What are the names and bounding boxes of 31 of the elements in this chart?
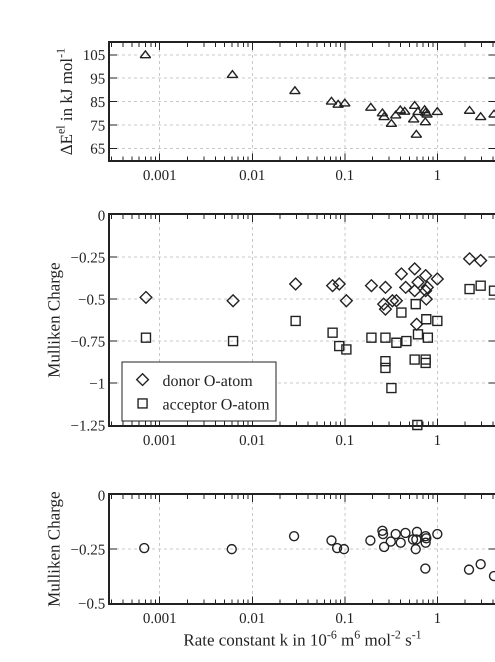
- y-tick-label: 95: [90, 71, 106, 88]
- y-tick-label: −1: [89, 376, 106, 392]
- y-axis-title: Mulliken Charge: [44, 491, 64, 607]
- legend-label: donor O-atom: [162, 372, 254, 390]
- y-tick-label: −1.25: [70, 418, 106, 434]
- x-tick-label: 1: [434, 432, 442, 449]
- x-tick-label: 0.01: [239, 610, 266, 627]
- y-tick-label: −0.75: [70, 334, 106, 350]
- y-axis-title: Mulliken Charge: [44, 262, 64, 378]
- legend-label: acceptor O-atom: [162, 396, 270, 414]
- y-tick-label: 85: [90, 94, 106, 111]
- x-tick-label: 0.1: [335, 168, 354, 184]
- y-tick-label: −0.25: [70, 250, 106, 266]
- x-tick-label: 0.001: [142, 168, 177, 184]
- y-tick-label: −0.5: [78, 292, 106, 308]
- y-tick-label: 75: [90, 118, 106, 134]
- x-tick-label: 0.001: [142, 432, 177, 449]
- y-tick-label: 105: [82, 48, 106, 64]
- y-tick-label: 65: [90, 142, 106, 158]
- x-tick-label: 0.1: [335, 610, 354, 627]
- x-tick-label: 0.001: [142, 610, 177, 627]
- x-tick-label: 1: [434, 168, 442, 184]
- x-tick-label: 0.1: [335, 432, 354, 449]
- y-tick-label: −0.25: [70, 542, 106, 558]
- x-tick-label: 0.01: [239, 432, 266, 449]
- y-tick-label: 0: [98, 488, 106, 504]
- y-tick-label: −0.5: [78, 596, 106, 612]
- x-tick-label: 1: [434, 610, 442, 627]
- x-axis-title: Rate constant k in 10$^{-6}$ m$^{6}$ mol$^{-2}$ s$^{-1}$: [183, 628, 422, 650]
- x-tick-label: 0.01: [239, 168, 266, 184]
- y-tick-label: 0: [98, 208, 106, 224]
